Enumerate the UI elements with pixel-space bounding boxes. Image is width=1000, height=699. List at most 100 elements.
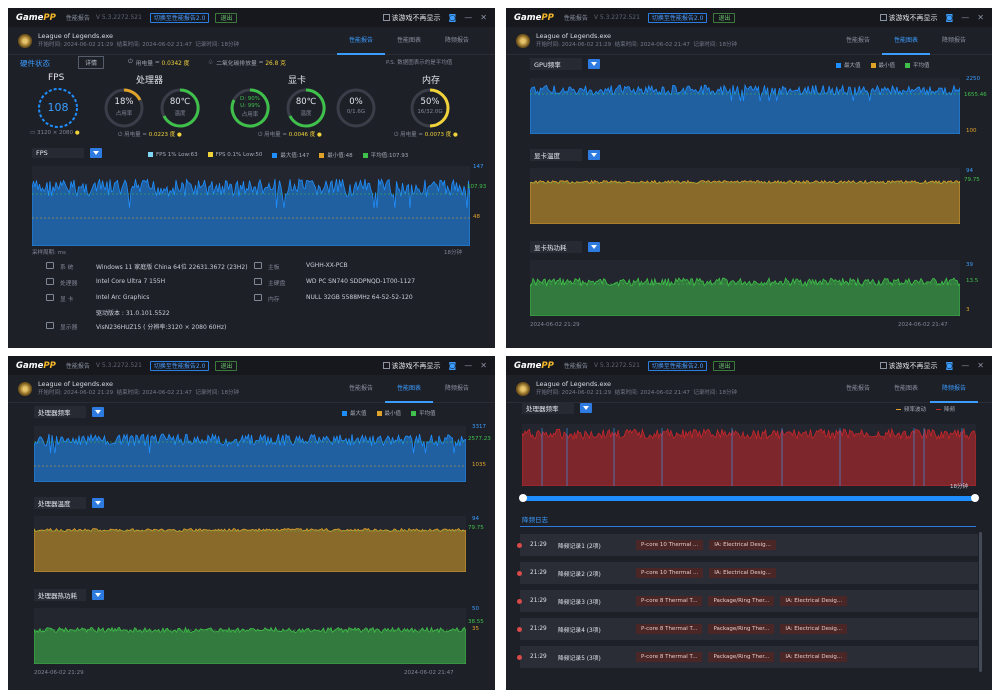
memory-usage: 50% (420, 97, 440, 107)
chevron-down-icon[interactable] (92, 590, 104, 600)
info-icon[interactable]: ● (74, 130, 80, 136)
chevron-down-icon[interactable] (92, 407, 104, 417)
camera-icon[interactable]: ◙ (945, 13, 954, 22)
end-time: 结束时间: 2024-06-02 21:47 (116, 390, 192, 396)
gamepp-logo: GamePP (16, 12, 56, 23)
version-label: V 5.3.2272.521 (593, 362, 640, 369)
no-show-checkbox[interactable]: 该游戏不再显示 (382, 361, 441, 371)
tab-throttle-report[interactable]: 降频报告 (941, 36, 966, 44)
window-gpu-charts: GamePP 性能报告 V 5.3.2272.521 切换至性能报告2.0 退出… (506, 8, 992, 348)
chevron-down-icon[interactable] (90, 148, 102, 158)
minimize-button[interactable]: — (464, 13, 473, 22)
switch-report-button[interactable]: 切换至性能报告2.0 (647, 12, 708, 23)
chart-select-gpu-temp[interactable]: 显卡温度 (530, 149, 600, 161)
ps-note: P.S. 数据图表示的是平均值 (386, 60, 453, 66)
slider-handle-left[interactable] (519, 494, 527, 502)
close-button[interactable]: ✕ (480, 361, 487, 370)
record-time: 记录时间: 18分钟 (195, 42, 239, 48)
chart-select-cpu-freq[interactable]: 处理器频率 (522, 402, 592, 414)
tab-performance-report[interactable]: 性能报告 (845, 384, 870, 392)
fps-chart (32, 166, 470, 246)
series-area (530, 179, 960, 224)
series-area (34, 432, 466, 482)
info-icon[interactable]: ● (176, 132, 182, 138)
camera-icon[interactable]: ◙ (448, 13, 457, 22)
chevron-down-icon[interactable] (588, 150, 600, 160)
slider-handle-right[interactable] (971, 494, 979, 502)
duration: 18分钟 (444, 250, 462, 256)
sys-gpu-value: Intel Arc Graphics (96, 294, 150, 301)
log-row[interactable]: 21:29 降频记录3 (3项) P-core 8 Thermal T... Pack… (517, 590, 978, 612)
tick-avg: 79.75 (468, 525, 484, 531)
switch-report-button[interactable]: 切换至性能报告2.0 (149, 12, 210, 23)
minimize-button[interactable]: — (464, 361, 473, 370)
chevron-down-icon[interactable] (588, 242, 600, 252)
gpu-icon (46, 294, 54, 301)
time-range-slider[interactable] (522, 496, 976, 501)
camera-icon[interactable]: ◙ (448, 361, 457, 370)
version-label: V 5.3.2272.521 (95, 14, 142, 21)
exit-button[interactable]: 退出 (713, 12, 736, 23)
close-button[interactable]: ✕ (977, 13, 984, 22)
log-scrollbar[interactable] (979, 532, 982, 672)
tick-avg: 2577.23 (468, 436, 491, 442)
tab-throttle-report[interactable]: 降频报告 (930, 375, 978, 403)
chart-select-cpu-power[interactable]: 处理器热功耗 (34, 589, 104, 601)
close-button[interactable]: ✕ (977, 361, 984, 370)
detail-button[interactable]: 详情 (78, 56, 105, 69)
info-icon[interactable]: ● (316, 132, 322, 138)
memory-title: 内存 (422, 76, 441, 86)
tab-performance-chart[interactable]: 性能图表 (893, 384, 918, 392)
series-area (34, 626, 466, 664)
tab-performance-chart[interactable]: 性能图表 (396, 36, 421, 44)
tab-throttle-report[interactable]: 降频报告 (444, 36, 469, 44)
legend-min: 最小值:48 (319, 151, 353, 159)
minimize-button[interactable]: — (961, 13, 970, 22)
chart-select-cpu-temp[interactable]: 处理器温度 (34, 497, 104, 509)
chart-legend: 频率波动 降频 (896, 405, 955, 413)
x-end: 2024-06-02 21:47 (404, 670, 454, 676)
chart-select[interactable]: FPS (32, 148, 102, 158)
game-icon (516, 381, 530, 396)
chart-select-cpu-freq[interactable]: 处理器频率 (34, 406, 104, 418)
start-time: 开始时间: 2024-06-02 21:29 (38, 42, 114, 48)
tick-avg: 79.75 (964, 177, 980, 183)
red-dot-icon (517, 654, 522, 660)
tab-performance-chart[interactable]: 性能图表 (385, 375, 433, 403)
no-show-checkbox[interactable]: 该游戏不再显示 (879, 361, 938, 371)
exit-button[interactable]: 退出 (215, 360, 238, 371)
tab-performance-chart[interactable]: 性能图表 (882, 27, 930, 55)
tab-performance-report[interactable]: 性能报告 (845, 36, 870, 44)
exit-button[interactable]: 退出 (713, 360, 736, 371)
gamepp-logo: GamePP (514, 12, 554, 23)
memory-ring (410, 88, 450, 128)
camera-icon[interactable]: ◙ (945, 361, 954, 370)
chevron-down-icon[interactable] (588, 59, 600, 69)
switch-report-button[interactable]: 切换至性能报告2.0 (149, 360, 210, 371)
log-row[interactable]: 21:29 降频记录4 (3项) P-core 8 Thermal T... Pack… (517, 618, 978, 640)
tab-performance-report[interactable]: 性能报告 (348, 384, 373, 392)
log-row[interactable]: 21:29 降频记录2 (2项) P-core 10 Thermal ... IA: … (517, 562, 978, 584)
no-show-checkbox[interactable]: 该游戏不再显示 (382, 13, 441, 23)
log-row[interactable]: 21:29 降频记录1 (2项) P-core 10 Thermal ... IA: … (517, 534, 978, 556)
memory-power: ⏻ 用电量 = 0.0073 度 ● (394, 132, 458, 138)
exit-button[interactable]: 退出 (215, 12, 238, 23)
close-button[interactable]: ✕ (480, 13, 487, 22)
chart-select-gpu-power[interactable]: 显卡热功耗 (530, 241, 600, 253)
gpu-vram-label: 0/1.6G (346, 109, 366, 115)
log-row[interactable]: 21:29 降频记录5 (3项) P-core 8 Thermal T... Pack… (517, 646, 978, 668)
tab-performance-report[interactable]: 性能报告 (337, 27, 385, 55)
tab-throttle-report[interactable]: 降频报告 (444, 384, 469, 392)
info-icon[interactable]: ● (452, 132, 458, 138)
series-area (522, 427, 976, 486)
no-show-checkbox[interactable]: 该游戏不再显示 (879, 13, 938, 23)
sys-gpu-label: 显 卡 (60, 297, 74, 303)
hw-status-title: 硬件状态 (20, 59, 50, 68)
chart-select-gpu-freq[interactable]: GPU频率 (530, 58, 600, 70)
switch-report-button[interactable]: 切换至性能报告2.0 (647, 360, 708, 371)
version-label: V 5.3.2272.521 (593, 14, 640, 21)
chevron-down-icon[interactable] (92, 498, 104, 508)
game-name: League of Legends.exe (536, 32, 611, 40)
minimize-button[interactable]: — (961, 361, 970, 370)
chevron-down-icon[interactable] (580, 403, 592, 413)
